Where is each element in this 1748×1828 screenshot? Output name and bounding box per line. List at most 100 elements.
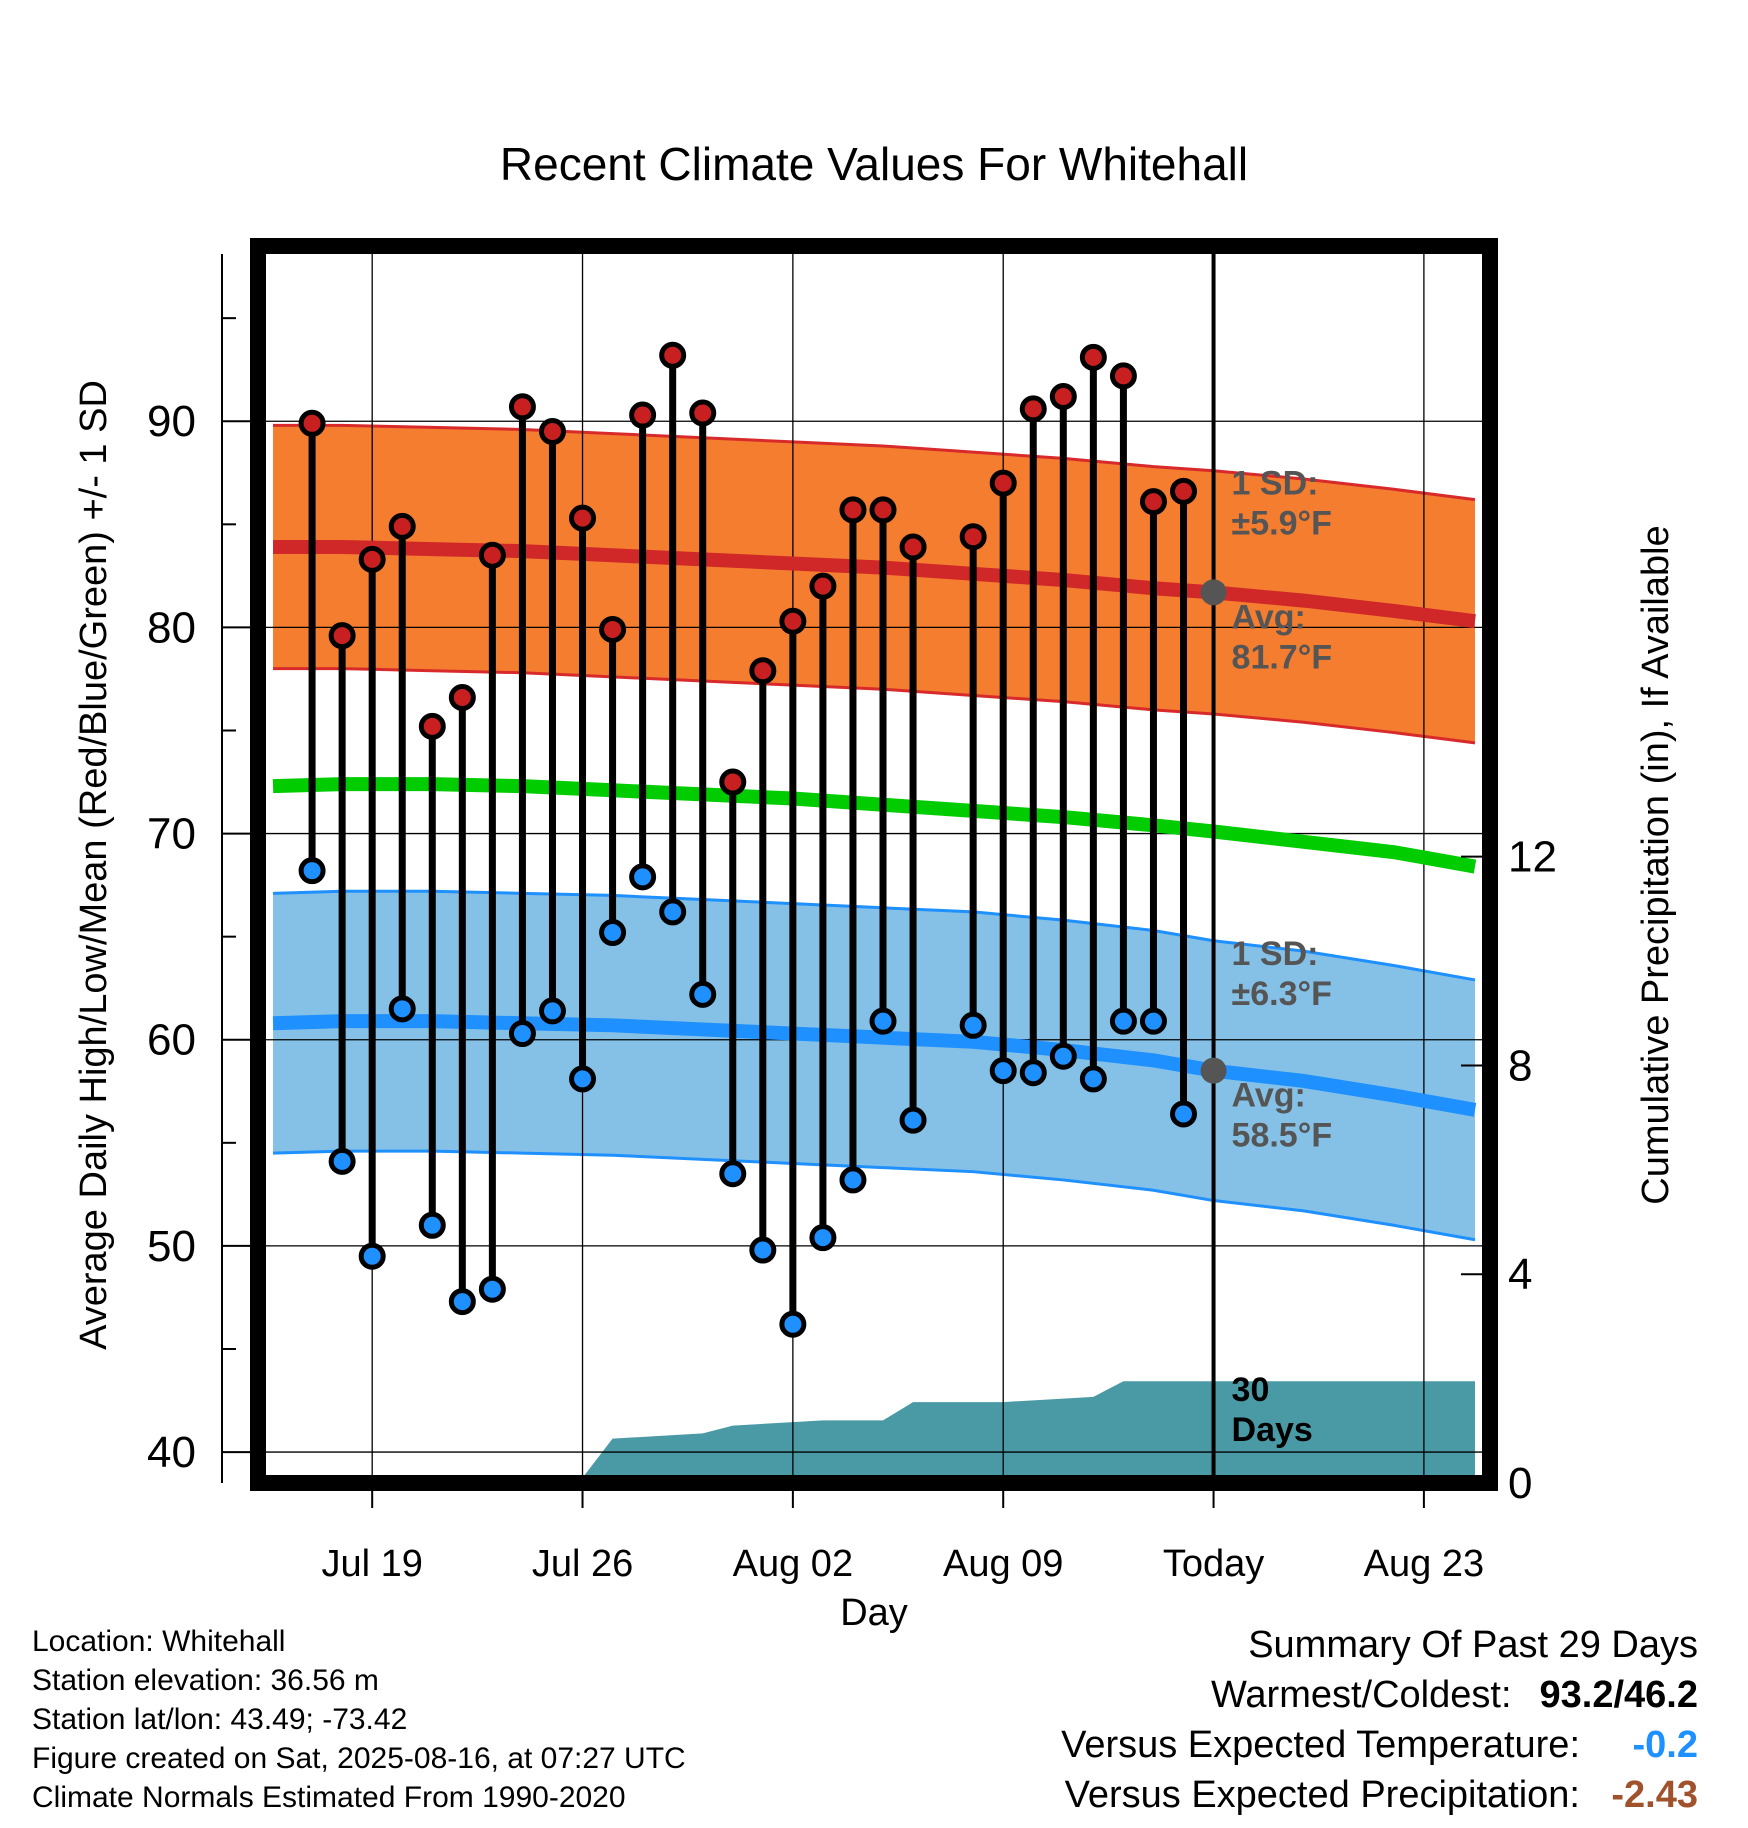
low-point — [809, 1224, 837, 1252]
low-point — [629, 863, 657, 891]
x-tick-label: Aug 09 — [943, 1543, 1063, 1585]
low-sd-band — [273, 891, 1475, 1240]
x-tick-label: Jul 19 — [321, 1543, 422, 1585]
low-point — [749, 1236, 777, 1264]
summary-warmest-label: Warmest/Coldest: — [1210, 1674, 1512, 1716]
low-point — [1109, 1007, 1137, 1035]
low-point — [388, 995, 416, 1023]
summary-panel: Summary Of Past 29 Days Warmest/Coldest:… — [1061, 1620, 1698, 1820]
precip-days-annotation: Days — [1232, 1411, 1313, 1449]
high-sd-annotation: 1 SD: — [1232, 465, 1319, 503]
low-point — [959, 1011, 987, 1039]
low-point — [869, 1007, 897, 1035]
y2-tick-label: 0 — [1508, 1459, 1532, 1508]
low-point — [1049, 1042, 1077, 1070]
y-tick-label: 50 — [147, 1222, 196, 1271]
low-sd-annotation: 1 SD: — [1232, 935, 1319, 973]
high-point — [1019, 395, 1047, 423]
summary-temp-value: -0.2 — [1632, 1724, 1698, 1766]
chart-title: Recent Climate Values For Whitehall — [500, 138, 1248, 190]
high-point — [659, 341, 687, 369]
high-point — [869, 496, 897, 524]
x-tick-label: Aug 23 — [1364, 1543, 1484, 1585]
low-point — [358, 1242, 386, 1270]
low-point — [839, 1166, 867, 1194]
low-point — [418, 1211, 446, 1239]
high-point — [298, 409, 326, 437]
summary-title: Summary Of Past 29 Days — [1248, 1624, 1698, 1666]
x-tick-label: Today — [1163, 1543, 1264, 1585]
axes-layer: 40 50 60 70 80 90 0 4 8 12 Jul 19 Jul 26 Aug 02 Aug 0… — [147, 238, 1557, 1585]
summary-warmest-value: 93.2/46.2 — [1539, 1674, 1698, 1716]
low-point — [478, 1275, 506, 1303]
y2-tick-label: 12 — [1508, 833, 1557, 882]
x-tick-label: Jul 26 — [532, 1543, 633, 1585]
high-point — [1170, 477, 1198, 505]
high-point — [839, 496, 867, 524]
normals-text: Climate Normals Estimated From 1990-2020 — [32, 1781, 626, 1814]
y-axis-label: Average Daily High/Low/Mean (Red/Blue/Gr… — [73, 380, 115, 1350]
high-point — [989, 469, 1017, 497]
low-point — [1019, 1059, 1047, 1087]
latlon-text: Station lat/lon: 43.49; -73.42 — [32, 1703, 408, 1736]
low-point — [989, 1057, 1017, 1085]
high-point — [1139, 488, 1167, 516]
low-point — [899, 1106, 927, 1134]
y-tick-label: 90 — [147, 397, 196, 446]
low-point — [508, 1020, 536, 1048]
high-point — [418, 712, 446, 740]
y2-axis-label: Cumulative Precipitation (in), If Availa… — [1635, 525, 1677, 1204]
high-sd-annotation: ±5.9°F — [1232, 505, 1332, 543]
low-point — [448, 1288, 476, 1316]
y-tick-label: 40 — [147, 1428, 196, 1477]
summary-warmest-row: Warmest/Coldest: 93.2/46.2 — [1061, 1670, 1698, 1720]
low-point — [538, 997, 566, 1025]
y-tick-label: 80 — [147, 603, 196, 652]
low-point — [719, 1160, 747, 1188]
high-point — [719, 768, 747, 796]
low-avg-annotation: Avg: — [1232, 1077, 1306, 1115]
high-point — [569, 504, 597, 532]
station-info: Location: Whitehall Station elevation: 3… — [32, 1622, 686, 1817]
y2-tick-label: 8 — [1508, 1041, 1532, 1090]
high-point — [538, 418, 566, 446]
today-high-avg-marker — [1200, 579, 1227, 606]
high-point — [689, 399, 717, 427]
precip-days-annotation: 30 — [1232, 1371, 1270, 1409]
y-tick-label: 60 — [147, 1016, 196, 1065]
low-point — [599, 919, 627, 947]
normal-mean-line — [272, 777, 1477, 874]
low-point — [1170, 1100, 1198, 1128]
y2-tick-label: 4 — [1508, 1250, 1532, 1299]
high-sd-band — [273, 425, 1475, 743]
precip-area — [273, 1381, 1475, 1483]
high-point — [1079, 343, 1107, 371]
high-point — [1109, 362, 1137, 390]
low-point — [328, 1147, 356, 1175]
high-point — [959, 523, 987, 551]
low-point — [1139, 1007, 1167, 1035]
location-text: Location: Whitehall — [32, 1625, 286, 1658]
high-point — [779, 607, 807, 635]
elevation-text: Station elevation: 36.56 m — [32, 1664, 379, 1697]
low-point — [659, 898, 687, 926]
low-point — [689, 980, 717, 1008]
high-point — [328, 622, 356, 650]
high-point — [1049, 383, 1077, 411]
x-axis-label: Day — [840, 1592, 908, 1634]
high-point — [599, 615, 627, 643]
high-point — [899, 533, 927, 561]
low-avg-annotation: 58.5°F — [1232, 1117, 1333, 1155]
y-tick-label: 70 — [147, 810, 196, 859]
summary-temp-row: Versus Expected Temperature: -0.2 — [1061, 1720, 1698, 1770]
high-point — [358, 545, 386, 573]
high-sd-upper-line — [273, 423, 1476, 502]
high-avg-annotation: 81.7°F — [1232, 638, 1333, 676]
high-point — [448, 684, 476, 712]
high-point — [478, 541, 506, 569]
summary-precip-value: -2.43 — [1611, 1774, 1698, 1816]
low-point — [1079, 1065, 1107, 1093]
plot-frame — [250, 238, 1498, 1491]
